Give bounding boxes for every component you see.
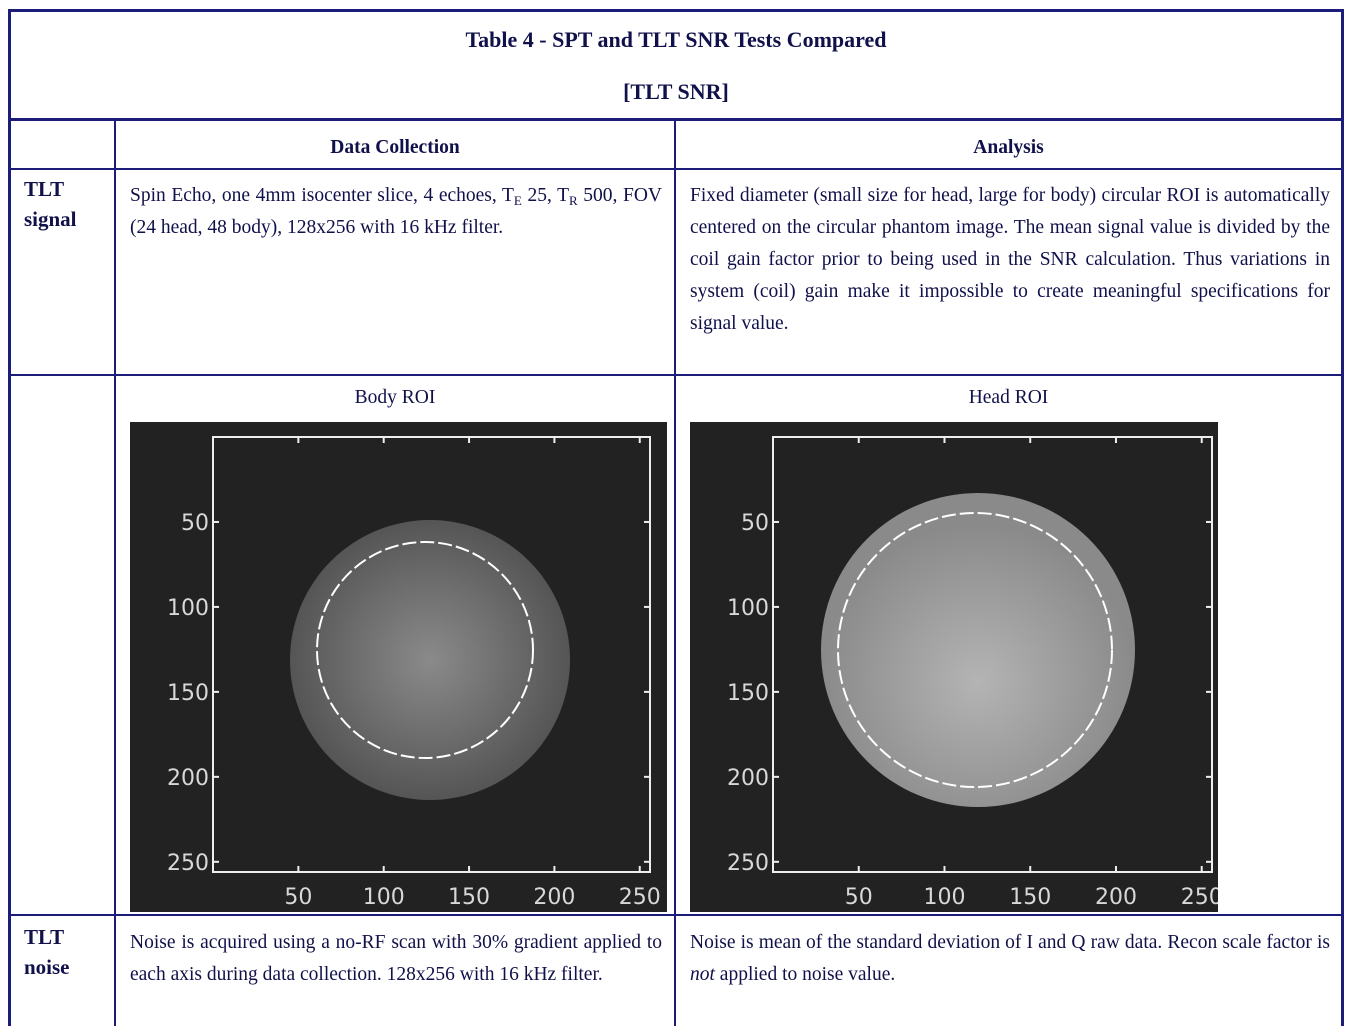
y-tick-label: 250 [727,851,769,876]
y-tick-label: 100 [167,596,209,621]
roi-circle [316,541,534,759]
cell-text: Noise is mean of the standard deviation … [690,927,1330,991]
border [8,914,1344,916]
y-tick-label: 200 [727,766,769,791]
border [8,168,1344,170]
cell-text: Noise is acquired using a no-RF scan wit… [130,932,662,985]
text: 25, T [521,185,569,206]
x-tick-label: 50 [845,885,873,910]
x-tick-label: 200 [533,885,575,910]
border [8,9,1344,12]
x-tick-label: 50 [284,885,312,910]
roi-image: 50 100 150 200 250 50 100 150 200 250 [130,422,667,912]
image-caption: Head ROI [968,387,1049,408]
border [114,118,116,1026]
x-tick-label: 250 [1181,885,1218,910]
column-header: Data Collection [330,137,460,158]
y-tick-label: 250 [167,851,209,876]
text: Spin Echo, one 4mm isocenter slice, 4 ec… [130,185,514,206]
cell-text: Spin Echo, one 4mm isocenter slice, 4 ec… [130,180,662,244]
image-caption: Body ROI [354,387,436,408]
roi-circle [837,512,1113,788]
subscript: R [569,193,578,208]
x-tick-label: 150 [1009,885,1051,910]
roi-image: 50 100 150 200 250 50 100 150 200 250 [690,422,1218,912]
text: Noise is mean of the standard deviation … [690,932,1330,953]
y-tick-label: 150 [167,681,209,706]
phantom [821,493,1135,807]
row-label: TLT noise [24,922,70,982]
y-tick-label: 50 [741,511,769,536]
x-tick-label: 200 [1095,885,1137,910]
italic-text: not [690,964,715,985]
subtitle: [TLT SNR] [623,79,729,104]
text: 500, FOV (24 head, 48 body), 128x256 wit… [130,185,662,238]
border [8,9,11,1026]
row-label: TLT signal [24,174,77,234]
y-tick-label: 100 [727,596,769,621]
y-tick-label: 200 [167,766,209,791]
row-label-line: signal [24,207,77,231]
axes-box [212,436,651,873]
border [8,374,1344,376]
row-label-line: TLT [24,925,65,949]
x-tick-label: 100 [923,885,965,910]
subscript: E [513,193,522,208]
phantom [290,520,570,800]
column-header: Analysis [973,137,1044,158]
title: Table 4 - SPT and TLT SNR Tests Compared [465,27,887,52]
x-tick-label: 100 [363,885,405,910]
y-tick-label: 50 [181,511,209,536]
text: applied to noise value. [714,964,896,985]
x-tick-label: 150 [448,885,490,910]
row-label-line: noise [24,955,70,979]
y-tick-label: 150 [727,681,769,706]
cell-text: Fixed diameter (small size for head, lar… [690,185,1330,334]
border [1341,9,1344,1026]
row-label-line: TLT [24,177,65,201]
axes-box [772,436,1213,873]
border [674,118,676,1026]
border [8,118,1344,121]
x-tick-label: 250 [619,885,661,910]
